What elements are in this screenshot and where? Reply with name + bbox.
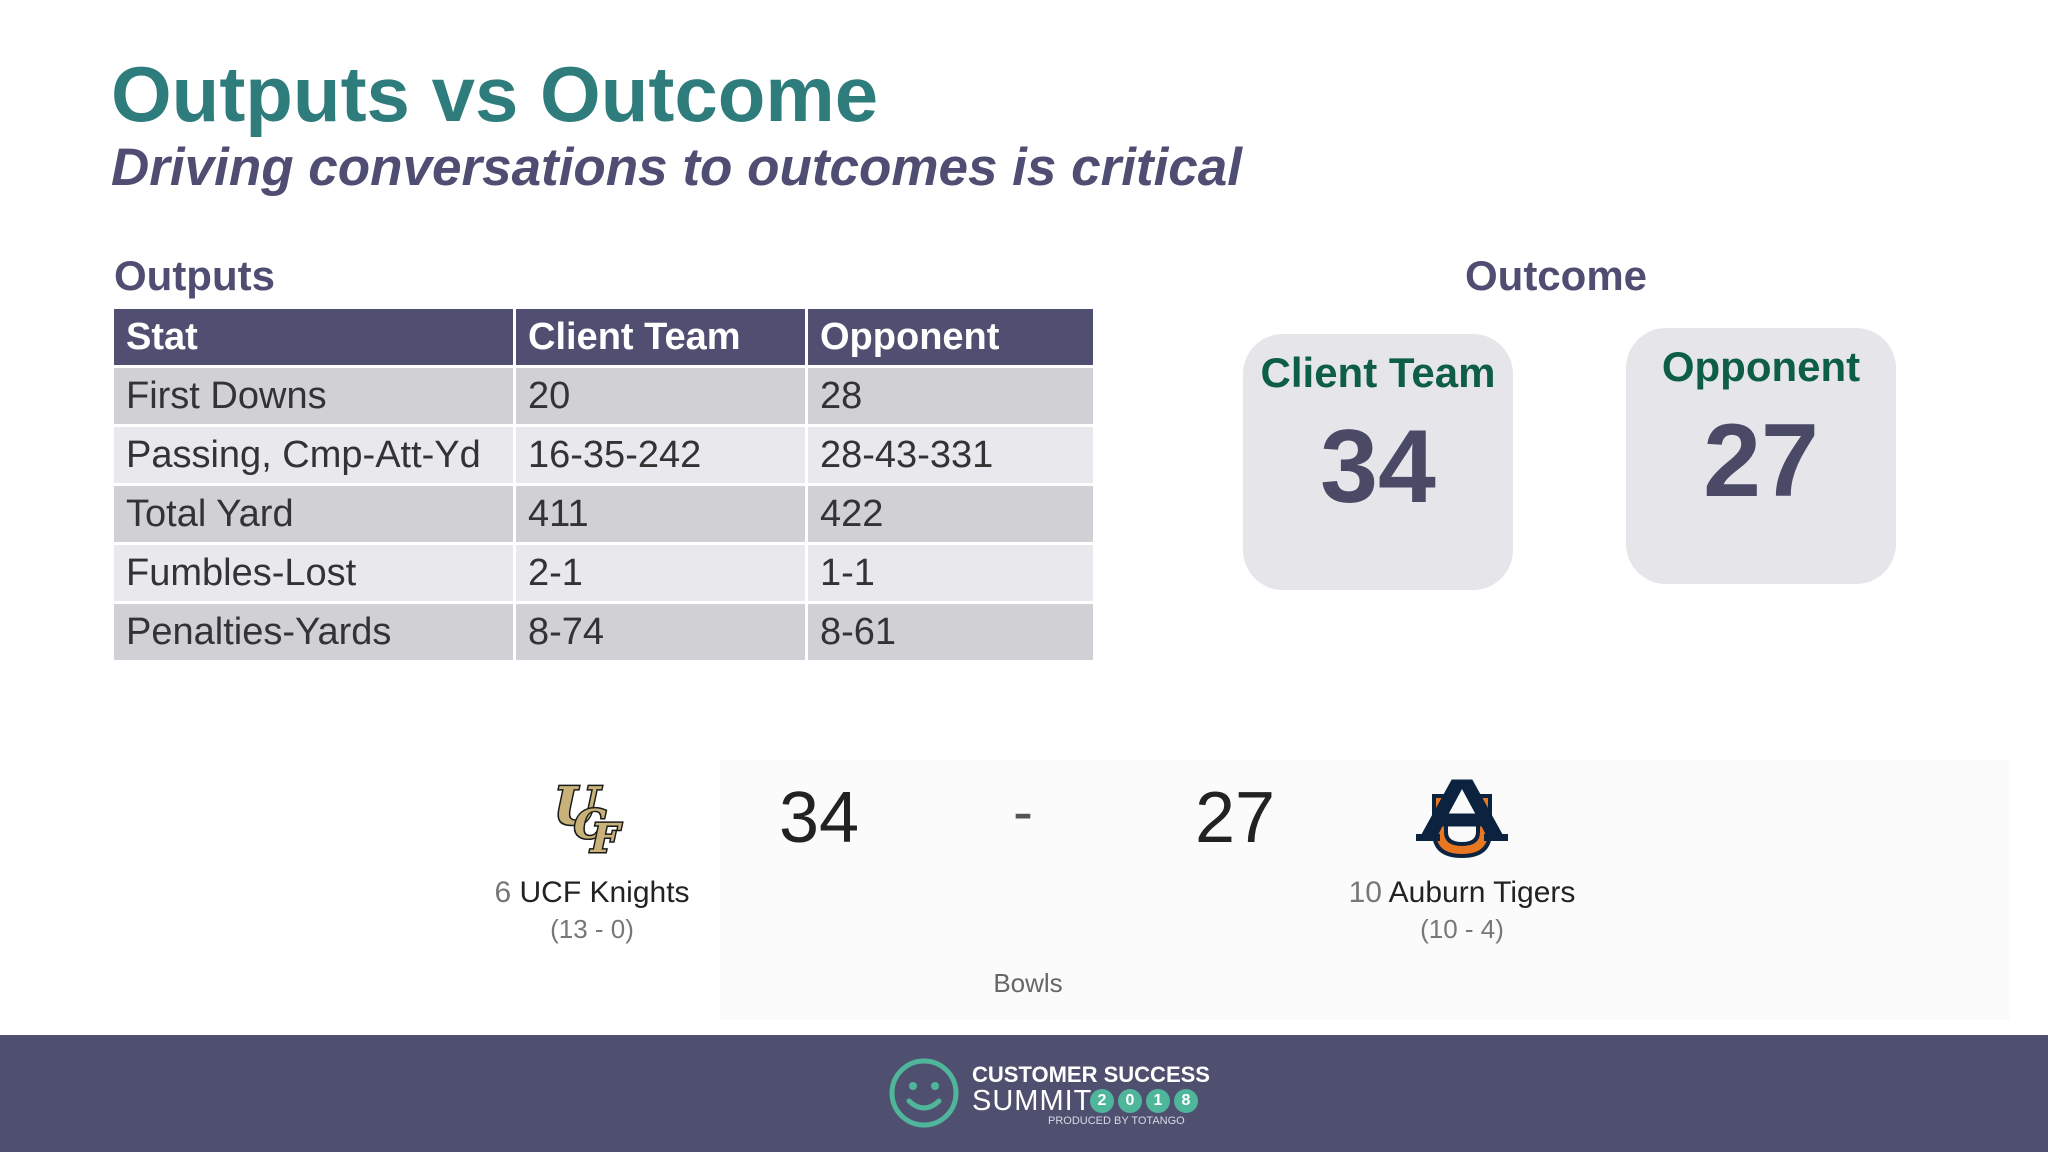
- stat-name-cell: Passing, Cmp-Att-Yd: [111, 424, 516, 486]
- client-value-cell: 2-1: [513, 542, 808, 604]
- year-digit: 8: [1174, 1089, 1198, 1113]
- game-category: Bowls: [993, 968, 1063, 998]
- year-digit: 0: [1118, 1089, 1142, 1113]
- opponent-value-cell: 28-43-331: [805, 424, 1096, 486]
- score-separator: -: [1013, 778, 1033, 845]
- ucf-score: 34: [779, 778, 860, 858]
- auburn-name: Auburn Tigers: [1388, 876, 1576, 909]
- year-digit: 1: [1146, 1089, 1170, 1113]
- footer-brand-line: CUSTOMER SUCCESS: [972, 1062, 1210, 1087]
- opponent-value-cell: 28: [805, 365, 1096, 427]
- client-value-cell: 411: [513, 483, 808, 545]
- table-row: First Downs 20 28: [111, 365, 1096, 427]
- opponent-card-title: Opponent: [1661, 343, 1861, 390]
- client-value-cell: 20: [513, 365, 808, 427]
- auburn-team-name: 10 Auburn Tigers: [1292, 876, 1632, 910]
- table-row: Fumbles-Lost 2-1 1-1: [111, 542, 1096, 604]
- auburn-rank: 10: [1348, 876, 1382, 909]
- year-digit: 2: [1090, 1089, 1114, 1113]
- table-row: Penalties-Yards 8-74 8-61: [111, 601, 1096, 663]
- opponent-value-cell: 422: [805, 483, 1096, 545]
- opponent-value-cell: 1-1: [805, 542, 1096, 604]
- opponent-value-cell: 8-61: [805, 601, 1096, 663]
- ucf-record: (13 - 0): [550, 914, 634, 944]
- outputs-table: Stat Client Team Opponent First Downs 20…: [111, 306, 1096, 663]
- column-header-opponent: Opponent: [805, 306, 1096, 368]
- opponent-score-card: Opponent 27: [1626, 328, 1896, 584]
- column-header-stat: Stat: [111, 306, 516, 368]
- stat-name-cell: First Downs: [111, 365, 516, 427]
- table-header-row: Stat Client Team Opponent: [111, 306, 1096, 368]
- ucf-name: UCF Knights: [519, 876, 690, 909]
- outputs-heading: Outputs: [114, 252, 275, 299]
- auburn-logo-icon: [1416, 779, 1508, 859]
- table-row: Total Yard 411 422: [111, 483, 1096, 545]
- footer-bar: [0, 1035, 2048, 1152]
- outcome-heading: Outcome: [1465, 252, 1648, 299]
- slide-subtitle: Driving conversations to outcomes is cri…: [111, 138, 1242, 197]
- client-team-card-title: Client Team: [1260, 349, 1496, 396]
- auburn-score: 27: [1195, 778, 1276, 858]
- ucf-logo-icon: U U C C F F: [546, 776, 626, 856]
- auburn-record: (10 - 4): [1420, 914, 1504, 944]
- stat-name-cell: Total Yard: [111, 483, 516, 545]
- footer-summit-text: SUMMIT: [972, 1085, 1093, 1117]
- footer-year: 2 0 1 8: [1090, 1089, 1198, 1113]
- column-header-client-team: Client Team: [513, 306, 808, 368]
- footer-producer-text: PRODUCED BY TOTANGO: [1048, 1115, 1185, 1127]
- client-value-cell: 16-35-242: [513, 424, 808, 486]
- smiley-icon: [889, 1058, 959, 1128]
- table-row: Passing, Cmp-Att-Yd 16-35-242 28-43-331: [111, 424, 1096, 486]
- ucf-rank: 6: [494, 876, 512, 909]
- stat-name-cell: Penalties-Yards: [111, 601, 516, 663]
- stat-name-cell: Fumbles-Lost: [111, 542, 516, 604]
- game-scoreboard: [720, 760, 2010, 1020]
- client-value-cell: 8-74: [513, 601, 808, 663]
- slide-title: Outputs vs Outcome: [111, 50, 879, 138]
- client-team-card-score: 34: [1320, 409, 1436, 526]
- client-team-score-card: Client Team 34: [1243, 334, 1513, 590]
- ucf-team-name: 6 UCF Knights: [422, 876, 762, 910]
- opponent-card-score: 27: [1703, 403, 1819, 520]
